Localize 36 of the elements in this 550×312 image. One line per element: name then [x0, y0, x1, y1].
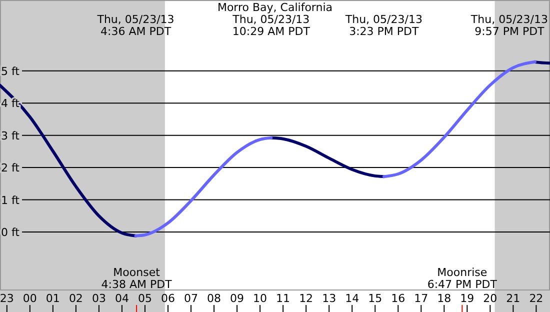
x-tick-label: 20 [483, 292, 498, 305]
x-tick-label: 00 [22, 292, 37, 305]
ref-line-label: Moonrise 6:47 PM PDT [427, 266, 498, 291]
annotation: Thu, 05/23/13 4:36 AM PDT [96, 13, 174, 38]
x-tick-label: 14 [345, 292, 360, 305]
y-tick-label: 2 ft [1, 162, 20, 175]
x-tick-label: 10 [253, 292, 268, 305]
x-tick-label: 18 [437, 292, 452, 305]
x-tick-label: 09 [230, 292, 244, 305]
x-tick-label: 07 [184, 292, 198, 305]
x-tick-label: 04 [114, 292, 129, 305]
x-tick-label: 01 [46, 292, 60, 305]
x-tick-label: 12 [299, 292, 314, 305]
x-tick-label: 05 [138, 292, 152, 305]
x-tick-label: 19 [460, 292, 474, 305]
x-tick-label: 16 [391, 292, 406, 305]
x-tick-label: 13 [322, 292, 336, 305]
y-tick-label: 0 ft [1, 226, 20, 239]
x-tick-label: 06 [160, 292, 175, 305]
annotation: Thu, 05/23/13 9:57 PM PDT [470, 13, 548, 38]
annotation: Thu, 05/23/13 3:23 PM PDT [344, 13, 422, 38]
annotation: Thu, 05/23/13 10:29 AM PDT [232, 13, 310, 38]
chart-title: Morro Bay, California [217, 1, 333, 14]
x-tick-label: 17 [414, 292, 428, 305]
x-tick-label: 23 [0, 292, 14, 305]
x-tick-label: 21 [506, 292, 520, 305]
y-tick-label: 1 ft [1, 194, 20, 207]
x-tick-label: 22 [529, 292, 544, 305]
y-tick-label: 3 ft [1, 129, 20, 142]
x-tick-label: 02 [68, 292, 83, 305]
x-tick-label: 11 [276, 292, 290, 305]
x-tick-label: 15 [368, 292, 382, 305]
ref-line-label: Moonset 4:38 AM PDT [101, 266, 172, 291]
x-tick-label: 08 [207, 292, 222, 305]
x-tick-label: 03 [92, 292, 106, 305]
y-tick-label: 5 ft [1, 64, 20, 78]
